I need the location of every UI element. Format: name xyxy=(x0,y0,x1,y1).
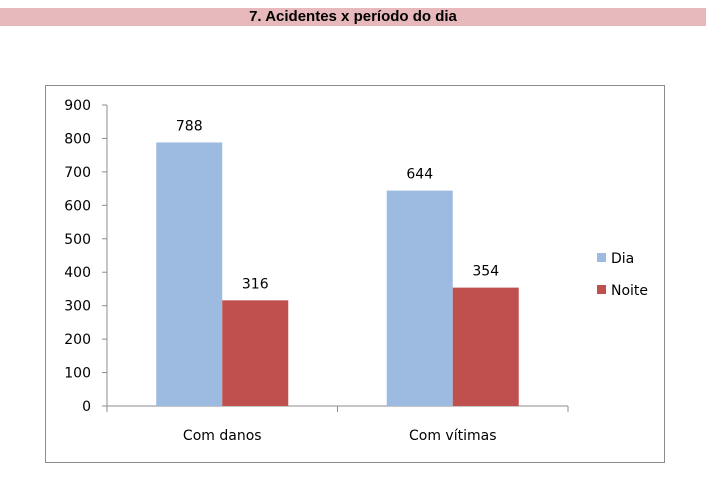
bar-noite xyxy=(452,287,519,406)
legend-label-dia: Dia xyxy=(611,251,634,267)
y-tick-label: 0 xyxy=(82,399,91,415)
y-tick-label: 100 xyxy=(64,366,91,382)
legend-label-noite: Noite xyxy=(611,283,648,299)
y-tick-label: 800 xyxy=(64,131,91,147)
legend-swatch-noite xyxy=(597,285,606,294)
legend-swatch-dia xyxy=(597,253,606,262)
bar-dia xyxy=(386,190,453,406)
y-tick-label: 600 xyxy=(64,198,91,214)
y-tick-label: 500 xyxy=(64,232,91,248)
data-label: 316 xyxy=(242,276,269,292)
x-tick-label: Com danos xyxy=(183,428,262,444)
bars: 788 316 644 354 xyxy=(156,118,519,407)
bar-noite xyxy=(222,300,289,406)
y-tick-label: 300 xyxy=(64,299,91,315)
page-title: 7. Acidentes x período do dia xyxy=(0,8,706,26)
y-tick-label: 900 xyxy=(64,98,91,114)
y-tick-label: 200 xyxy=(64,332,91,348)
y-axis: 0 100 200 300 400 500 600 700 800 900 xyxy=(64,98,108,415)
data-label: 788 xyxy=(176,118,203,134)
x-axis: Com danos Com vítimas xyxy=(106,405,569,444)
data-label: 354 xyxy=(472,264,499,280)
bar-dia xyxy=(156,142,223,407)
legend: Dia Noite xyxy=(597,251,648,299)
y-tick-label: 400 xyxy=(64,265,91,281)
chart-frame xyxy=(45,85,665,463)
y-tick-label: 700 xyxy=(64,165,91,181)
data-label: 644 xyxy=(406,167,433,183)
x-tick-label: Com vítimas xyxy=(409,428,497,444)
